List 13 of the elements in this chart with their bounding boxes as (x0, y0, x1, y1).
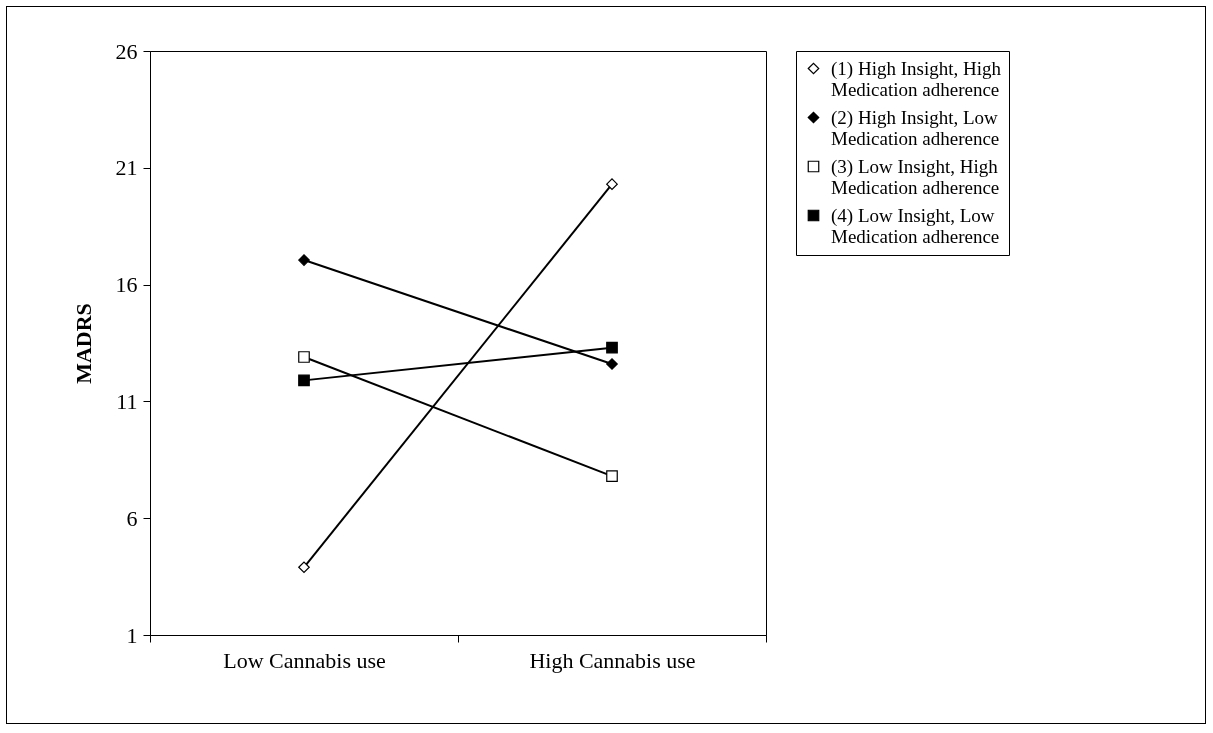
legend-label: (1) High Insight, High Medication adherence (831, 57, 1002, 100)
legend-label: (2) High Insight, Low Medication adherence (831, 106, 1000, 149)
y-tick-label: 6 (126, 505, 138, 531)
y-tick-label: 21 (115, 155, 138, 181)
legend-label: (3) Low Insight, High Medication adherence (831, 155, 1000, 198)
x-tick-label: Low Cannabis use (223, 647, 386, 673)
y-axis-title: MADRS (70, 303, 96, 384)
y-tick-label: 16 (115, 272, 138, 298)
y-tick-label: 26 (115, 38, 138, 64)
y-tick-label: 11 (116, 388, 138, 414)
x-tick-label: High Cannabis use (529, 647, 696, 673)
y-tick-label: 1 (126, 622, 138, 648)
legend-label: (4) Low Insight, Low Medication adherence (831, 204, 1000, 247)
